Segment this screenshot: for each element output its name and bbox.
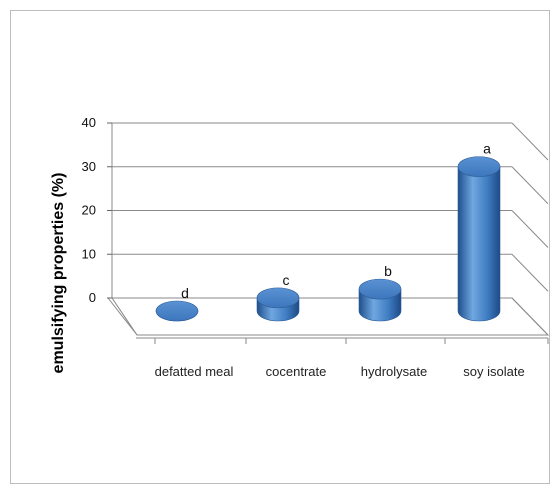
bars bbox=[155, 156, 501, 322]
data-label: a bbox=[483, 141, 491, 157]
x-tick-label: hydrolysate bbox=[361, 364, 427, 379]
y-tick-label: 0 bbox=[89, 290, 96, 305]
bar bbox=[155, 300, 199, 322]
bar-body bbox=[457, 166, 501, 322]
data-label: d bbox=[181, 285, 189, 301]
gridline-depth bbox=[511, 210, 549, 248]
y-tick-label: 30 bbox=[82, 159, 96, 174]
gridlines bbox=[111, 122, 550, 336]
gridline-depth bbox=[511, 297, 549, 336]
gridline-depth bbox=[511, 122, 549, 161]
bar-top bbox=[256, 287, 300, 309]
x-tick-label: defatted meal bbox=[155, 364, 234, 379]
bar bbox=[256, 287, 300, 322]
gridline-depth bbox=[511, 166, 549, 205]
bar bbox=[358, 278, 402, 322]
bar bbox=[457, 156, 501, 322]
bar-top bbox=[358, 278, 402, 300]
y-tick-label: 20 bbox=[82, 203, 96, 218]
data-label: b bbox=[384, 263, 392, 279]
x-tick-label: cocentrate bbox=[266, 364, 327, 379]
axes bbox=[107, 122, 549, 344]
labels: 0 10 20 30 40 defatted meal cocentrate hydrolys… bbox=[82, 115, 525, 379]
x-tick-label: soy isolate bbox=[463, 364, 524, 379]
bar-top bbox=[457, 156, 501, 177]
bar-top bbox=[155, 300, 199, 322]
floor-edge bbox=[107, 297, 138, 336]
y-axis-title: emulsifying properties (%) bbox=[50, 173, 67, 374]
y-tick-label: 10 bbox=[82, 246, 96, 261]
data-label: c bbox=[283, 272, 290, 288]
y-tick-label: 40 bbox=[82, 115, 96, 130]
gridline-depth bbox=[511, 253, 549, 292]
